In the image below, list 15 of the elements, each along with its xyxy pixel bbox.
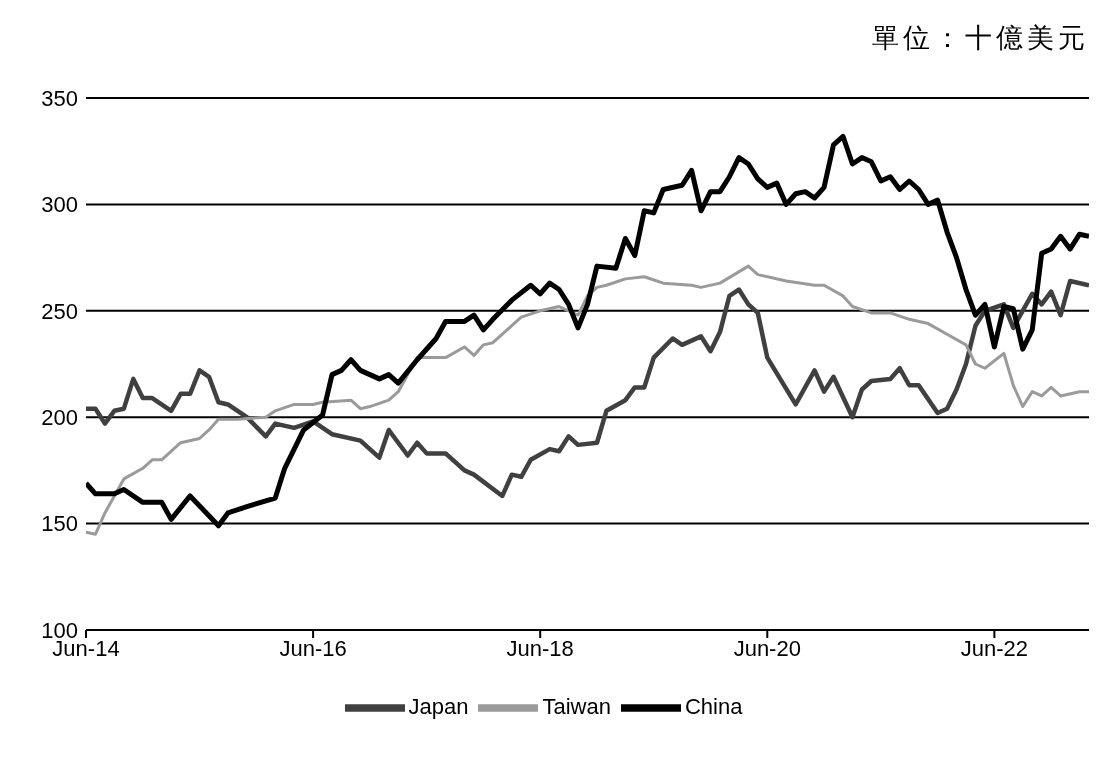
y-tick-label: 200 (41, 405, 78, 431)
text: 單位：十億美元 (872, 22, 1089, 55)
y-tick-label: 150 (41, 511, 78, 537)
x-tick-label: Jun-18 (506, 635, 574, 661)
legend-label: China (684, 693, 743, 719)
legend-label: Taiwan (542, 693, 611, 719)
x-tick-label: Jun-16 (279, 635, 347, 661)
legend-label: Japan (408, 693, 469, 719)
line-series (86, 264, 1089, 536)
y-tick-label: 250 (41, 298, 78, 324)
x-tick-label: Jun-22 (960, 635, 1029, 661)
line-series (86, 278, 1089, 499)
y-tick-label: 300 (41, 192, 78, 218)
x-tick-label: Jun-20 (733, 635, 801, 661)
y-tick-label: 350 (41, 85, 78, 111)
